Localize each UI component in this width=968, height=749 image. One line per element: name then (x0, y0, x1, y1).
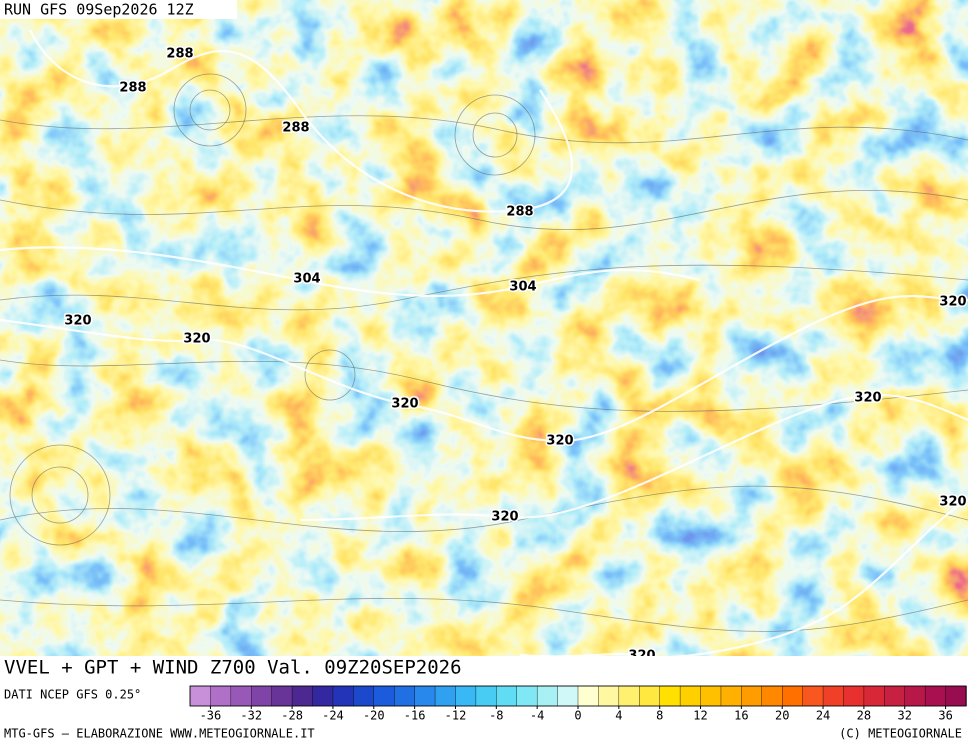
colorbar-swatch (271, 685, 293, 707)
colorbar-swatch (822, 685, 845, 707)
contour-label: 320 (546, 434, 573, 449)
map-title: VVEL + GPT + WIND Z700 Val. 09Z20SEP2026 (4, 657, 462, 679)
contour-label: 320 (491, 510, 518, 525)
colorbar-swatch (210, 685, 232, 707)
contour-label: 320 (939, 495, 966, 510)
colorbar-tick-label: 24 (816, 709, 830, 723)
colorbar-swatch (557, 685, 579, 707)
colorbar-swatch (251, 685, 273, 707)
vvel-field (0, 0, 968, 656)
colorbar-swatch (312, 685, 334, 707)
wind-streamlines (0, 73, 968, 632)
colorbar-swatch (291, 685, 314, 707)
colorbar-swatch (496, 685, 518, 707)
colorbar-tick-label: -32 (240, 709, 262, 723)
colorbar-swatch (475, 685, 498, 707)
contour-label: 304 (293, 272, 320, 287)
colorbar-tick-label: 16 (734, 709, 748, 723)
colorbar-swatch (618, 685, 640, 707)
geopotential-isolines (0, 29, 968, 659)
run-header-box (0, 0, 237, 19)
colorbar-swatch (741, 685, 763, 707)
colorbar-tick-label: 8 (656, 709, 663, 723)
colorbar-tick-label: -16 (404, 709, 426, 723)
colorbar-swatch (434, 685, 457, 707)
colorbar-swatch (863, 685, 886, 707)
colorbar-swatch (659, 685, 681, 707)
colorbar-tick-label: -24 (322, 709, 344, 723)
contour-label: 288 (506, 205, 533, 220)
colorbar-tick-label: 28 (857, 709, 871, 723)
contour-label: 288 (119, 81, 146, 96)
colorbar-swatch (904, 685, 926, 707)
colorbar-swatch (802, 685, 824, 707)
colorbar-swatch (924, 685, 947, 707)
contour-label: 320 (854, 391, 881, 406)
colorbar-swatch (189, 685, 212, 707)
colorbar-swatch (639, 685, 661, 707)
colorbar-tick-label: -8 (489, 709, 503, 723)
contour-label: 288 (282, 121, 309, 136)
run-header: RUN GFS 09Sep2026 12Z (4, 1, 194, 19)
colorbar-swatch (353, 685, 375, 707)
colorbar-swatch (332, 685, 355, 707)
colorbar-tick-label: -4 (530, 709, 544, 723)
colorbar-tick-label: -36 (200, 709, 222, 723)
colorbar: -36 -32 -28 -24 -20 -16 -12 -8 -4 0 4 8 12 16 20 24 28 32… (189, 685, 967, 723)
contour-label: 320 (391, 397, 418, 412)
colorbar-tick-label: 0 (574, 709, 581, 723)
contour-label: 320 (939, 295, 966, 310)
colorbar-tick-label: 20 (775, 709, 789, 723)
colorbar-swatch (761, 685, 783, 707)
colorbar-tick-label: 36 (938, 709, 952, 723)
colorbar-tick-label: 4 (615, 709, 622, 723)
colorbar-swatch (516, 685, 538, 707)
colorbar-swatch (373, 685, 395, 707)
credit-left: MTG-GFS — ELABORAZIONE WWW.METEOGIORNALE… (4, 727, 315, 741)
colorbar-swatch (843, 685, 865, 707)
colorbar-swatch (455, 685, 477, 707)
colorbar-swatch (536, 685, 559, 707)
contour-label: 304 (509, 280, 536, 295)
colorbar-tick-label: -20 (363, 709, 385, 723)
colorbar-swatch (720, 685, 743, 707)
colorbar-tick-label: -12 (445, 709, 467, 723)
colorbar-tick-label: 32 (898, 709, 912, 723)
contour-label: 320 (183, 332, 210, 347)
contour-label: 320 (64, 314, 91, 329)
colorbar-swatch (230, 685, 252, 707)
colorbar-tick-label: -28 (281, 709, 303, 723)
colorbar-swatch (414, 685, 436, 707)
colorbar-swatch (945, 685, 967, 707)
colorbar-tick-label: 12 (693, 709, 707, 723)
credit-right: (C) METEOGIORNALE (839, 727, 962, 741)
colorbar-swatch (598, 685, 620, 707)
contour-label: 288 (166, 47, 193, 62)
colorbar-swatch (394, 685, 416, 707)
colorbar-swatch (782, 685, 804, 707)
colorbar-swatch (577, 685, 600, 707)
data-source: DATI NCEP GFS 0.25° (4, 688, 141, 702)
colorbar-swatch (884, 685, 906, 707)
colorbar-swatch (700, 685, 722, 707)
colorbar-swatch (679, 685, 702, 707)
